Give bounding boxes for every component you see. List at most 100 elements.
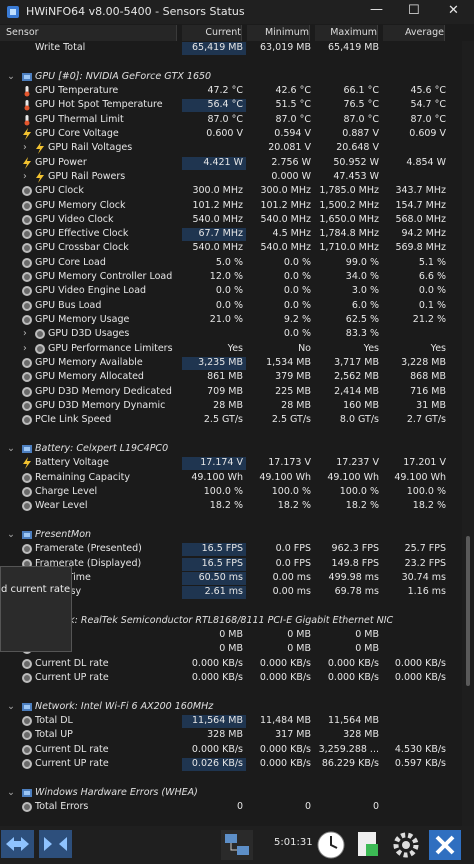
value-max: 2,562 MB <box>334 371 379 383</box>
expand-chevron[interactable]: › <box>23 328 27 340</box>
value-current: 12.0 % <box>209 271 243 283</box>
sensor-name: Remaining Capacity <box>35 471 130 483</box>
value-min: 0.0 % <box>283 271 311 283</box>
value-min: 0.000 KB/s <box>259 758 311 769</box>
value-current: 56.4 °C <box>207 99 243 111</box>
value-avg: 0.597 KB/s <box>394 758 446 769</box>
column-header-cell[interactable]: Current <box>182 25 242 41</box>
network-button[interactable] <box>220 829 254 861</box>
value-current: 0 MB <box>219 629 243 641</box>
value-min: 0 MB <box>287 629 311 641</box>
sensor-icon <box>22 372 32 383</box>
value-avg: 6.6 % <box>418 271 446 283</box>
timer-button[interactable] <box>314 829 348 861</box>
value-min: 9.2 % <box>283 314 311 326</box>
value-current: 0.0 % <box>215 299 243 311</box>
value-avg: 1.16 ms <box>407 586 446 598</box>
value-min: 0.0 FPS <box>275 543 311 555</box>
value-max: 100.0 % <box>339 485 379 497</box>
group-name: Windows Hardware Errors (WHEA) <box>35 786 198 798</box>
value-min: 0.0 FPS <box>275 557 311 569</box>
value-current: 60.50 ms <box>198 571 243 583</box>
value-min: 101.2 MHz <box>260 199 311 211</box>
exit-button[interactable] <box>428 829 462 861</box>
value-min: 0.000 KB/s <box>259 657 311 669</box>
value-min: 87.0 °C <box>275 113 311 125</box>
sensor-icon <box>22 658 32 669</box>
value-avg: 49.100 Wh <box>394 471 446 483</box>
scrollbar[interactable] <box>462 41 474 826</box>
value-max: 3,717 MB <box>334 357 379 369</box>
column-header-cell[interactable]: Minimum <box>247 25 310 41</box>
value-current: 0.000 KB/s <box>191 657 243 669</box>
expand-chevron[interactable]: › <box>23 142 27 154</box>
group-chevron[interactable]: ⌄ <box>7 442 15 454</box>
value-max: 83.3 % <box>345 328 379 340</box>
value-min: 0.00 ms <box>272 571 311 583</box>
group-chevron[interactable]: ⌄ <box>7 786 15 798</box>
maximize-button[interactable]: ☐ <box>408 3 420 18</box>
value-max: 6.0 % <box>351 299 379 311</box>
report-button[interactable] <box>352 829 384 861</box>
value-current: 540.0 MHz <box>192 213 243 225</box>
sensor-name: Current DL rate <box>35 657 109 669</box>
scrollbar-thumb[interactable] <box>466 536 470 686</box>
expand-chevron[interactable]: › <box>23 342 27 354</box>
current-highlight <box>182 586 246 600</box>
value-avg: 23.2 FPS <box>404 557 446 569</box>
value-max: 1,784.8 MHz <box>319 228 379 240</box>
settings-button[interactable] <box>390 829 422 861</box>
value-avg: 30.74 ms <box>401 571 446 583</box>
value-avg: 154.7 MHz <box>395 199 446 211</box>
sensor-icon <box>22 358 32 369</box>
sensor-icon <box>22 744 32 755</box>
sensor-icon <box>22 286 32 297</box>
value-avg: 31 MB <box>416 400 446 411</box>
value-min: 0 <box>304 800 311 812</box>
value-max: 86.229 KB/s <box>321 758 379 769</box>
current-highlight <box>182 715 246 729</box>
value-max: 3,259.288 ... <box>318 743 379 755</box>
group-icon <box>22 530 32 539</box>
value-min: 0.000 KB/s <box>259 672 311 684</box>
value-min: 17.173 V <box>268 457 311 469</box>
group-chevron[interactable]: ⌄ <box>7 70 15 82</box>
current-highlight <box>182 357 246 371</box>
value-max: 87.0 °C <box>343 113 379 125</box>
group-chevron[interactable]: ⌄ <box>7 700 15 712</box>
column-header-cell[interactable]: Maximum <box>315 25 378 41</box>
sensor-icon <box>22 257 32 268</box>
value-avg: 45.6 °C <box>410 84 446 96</box>
close-button[interactable]: ✕ <box>448 3 459 18</box>
group-chevron[interactable]: ⌄ <box>7 528 15 540</box>
sensor-icon <box>22 501 32 512</box>
sensor-name: Total Errors <box>35 800 89 812</box>
sensor-name: GPU Core Load <box>35 256 106 268</box>
sensor-name: GPU Clock <box>35 185 84 197</box>
value-avg: 0.609 V <box>409 127 446 139</box>
value-current: 100.0 % <box>203 485 243 497</box>
value-min: 51.5 °C <box>275 99 311 111</box>
value-max: 62.5 % <box>345 314 379 326</box>
column-header-cell[interactable]: Sensor <box>0 25 177 41</box>
expand-chevron[interactable]: › <box>23 170 27 182</box>
value-current: Yes <box>227 342 243 354</box>
sensor-icon <box>22 716 32 727</box>
value-min: 540.0 MHz <box>260 242 311 254</box>
sensor-name: Current UP rate <box>35 758 109 769</box>
value-max: 328 MB <box>343 729 379 741</box>
value-max: 0.887 V <box>342 127 379 139</box>
sensor-name: GPU Core Voltage <box>35 127 119 139</box>
sensor-icon <box>36 170 44 183</box>
value-min: 0.0 % <box>283 328 311 340</box>
value-avg: 868 MB <box>410 371 446 383</box>
sensor-name: GPU Video Clock <box>35 213 114 225</box>
minimize-button[interactable]: — <box>370 2 383 17</box>
value-avg: 0.000 KB/s <box>394 672 446 684</box>
nav-buttons[interactable] <box>0 828 76 860</box>
current-highlight <box>182 758 246 771</box>
value-max: 65,419 MB <box>328 42 379 53</box>
column-header-cell[interactable]: Average <box>383 25 445 41</box>
sensor-name: GPU Memory Allocated <box>35 371 144 383</box>
